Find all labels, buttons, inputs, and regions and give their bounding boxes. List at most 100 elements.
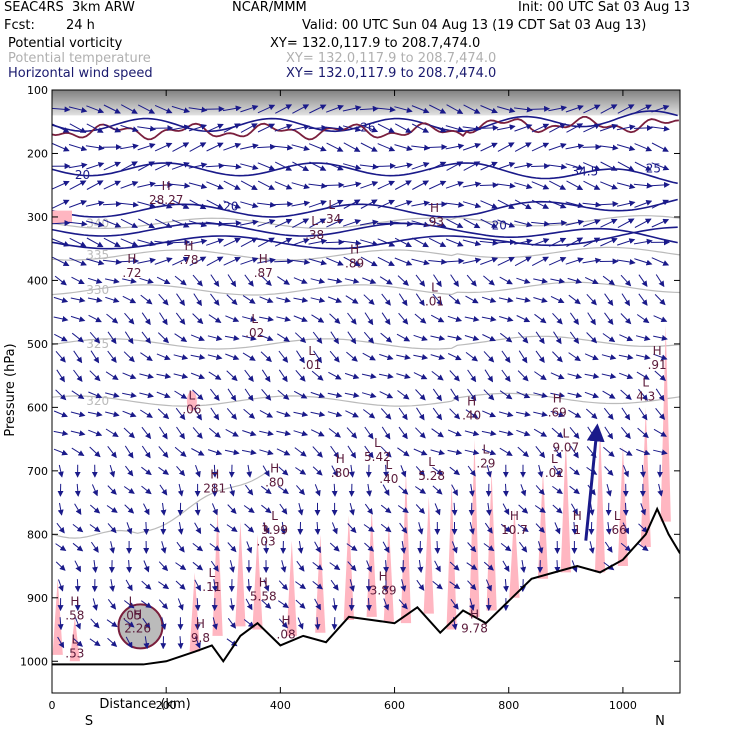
wind-vector bbox=[362, 277, 377, 284]
wind-vector bbox=[142, 618, 151, 629]
wind-vector bbox=[411, 144, 431, 151]
extremum-value: 281 bbox=[203, 482, 226, 496]
wind-vector bbox=[516, 277, 531, 284]
wind-vector bbox=[549, 180, 567, 190]
wind-vector bbox=[172, 219, 190, 228]
wind-vector bbox=[520, 560, 527, 573]
wind-vector bbox=[343, 219, 362, 227]
wind-vector bbox=[175, 407, 186, 421]
wind-vector bbox=[225, 428, 239, 437]
wind-vector bbox=[275, 104, 293, 114]
wind-vector bbox=[571, 521, 578, 535]
wind-vector bbox=[481, 315, 497, 322]
wind-vector bbox=[74, 579, 81, 593]
wind-vector bbox=[159, 484, 168, 496]
wind-vector bbox=[482, 410, 497, 418]
wind-vector bbox=[398, 293, 408, 307]
wind-vector bbox=[310, 297, 326, 303]
wind-vector bbox=[188, 182, 208, 190]
wind-vector bbox=[192, 313, 204, 325]
wind-vector bbox=[122, 392, 137, 399]
wind-vector bbox=[109, 579, 116, 592]
wind-vector bbox=[499, 316, 514, 322]
wind-vector bbox=[159, 426, 168, 440]
wind-vector bbox=[124, 331, 134, 345]
wind-vector bbox=[550, 392, 566, 399]
extremum-type: H bbox=[350, 242, 359, 256]
wind-vector bbox=[226, 294, 238, 306]
wind-vector bbox=[242, 352, 256, 361]
extremum-type: L bbox=[189, 388, 196, 402]
wind-vector bbox=[103, 180, 122, 190]
wind-vector bbox=[481, 296, 497, 303]
wind-vector bbox=[514, 182, 533, 190]
extremum-value: 2.26 bbox=[124, 621, 151, 635]
wind-vector bbox=[582, 219, 601, 227]
wind-vector bbox=[434, 560, 441, 573]
extremum-value: 9.78 bbox=[461, 621, 488, 635]
wind-vector bbox=[343, 199, 361, 209]
wind-vector bbox=[651, 199, 669, 209]
wind-vector bbox=[515, 296, 531, 303]
wind-vector bbox=[53, 315, 69, 322]
wind-vector bbox=[137, 181, 156, 188]
wind-vector bbox=[430, 449, 446, 456]
wind-vector bbox=[314, 521, 321, 535]
wind-vector bbox=[467, 465, 476, 477]
wind-vector bbox=[467, 369, 477, 383]
extremum-type: L bbox=[251, 312, 258, 326]
wind-vector bbox=[154, 200, 173, 209]
wind-vector bbox=[432, 407, 443, 421]
wind-vector bbox=[603, 446, 615, 458]
wind-vector bbox=[141, 600, 152, 609]
y-tick-label: 400 bbox=[27, 274, 48, 287]
wind-vector bbox=[123, 427, 135, 439]
wind-vector bbox=[88, 429, 103, 437]
wind-vector bbox=[599, 144, 619, 151]
wind-vector bbox=[278, 600, 290, 609]
wind-vector bbox=[550, 295, 565, 304]
wind-vector bbox=[120, 181, 139, 189]
wind-vector bbox=[428, 161, 447, 171]
wind-vector bbox=[599, 123, 619, 132]
wind-vector bbox=[172, 256, 190, 266]
wind-vector bbox=[158, 581, 170, 590]
wind-vector bbox=[447, 429, 462, 437]
wind-vector bbox=[534, 505, 546, 513]
wind-vector bbox=[171, 124, 191, 131]
wind-vector bbox=[327, 277, 343, 284]
strong-updraft-vector bbox=[584, 423, 605, 541]
wind-vector bbox=[141, 580, 152, 590]
wind-vector bbox=[602, 390, 616, 399]
extremum-value: 9.8 bbox=[191, 631, 210, 645]
wind-vector bbox=[462, 201, 482, 209]
wind-vector bbox=[294, 447, 307, 457]
wind-vector bbox=[274, 161, 293, 171]
wind-vector bbox=[274, 201, 294, 208]
wind-vector bbox=[120, 104, 138, 114]
wind-vector bbox=[381, 312, 391, 326]
wind-vector bbox=[657, 483, 664, 497]
wind-vector bbox=[480, 218, 498, 228]
wind-vector bbox=[71, 332, 84, 343]
wind-vector bbox=[141, 331, 151, 344]
wind-vector bbox=[189, 199, 207, 210]
wind-vector bbox=[260, 485, 272, 495]
wind-vector bbox=[587, 426, 596, 440]
wind-vector bbox=[378, 373, 394, 379]
wind-vector bbox=[604, 426, 614, 440]
wind-vector bbox=[377, 256, 395, 266]
wind-vector bbox=[569, 426, 580, 439]
wind-vector bbox=[260, 275, 272, 286]
wind-vector bbox=[464, 430, 480, 437]
wind-vector bbox=[360, 239, 379, 247]
wind-vector bbox=[502, 560, 510, 573]
wind-vector bbox=[394, 106, 413, 113]
extremum-type: H bbox=[430, 201, 439, 215]
wind-vector bbox=[514, 106, 533, 113]
wind-vector bbox=[74, 483, 81, 497]
wind-vector bbox=[638, 523, 648, 533]
wind-vector bbox=[480, 257, 499, 265]
wind-vector bbox=[535, 485, 545, 496]
wind-vector bbox=[347, 312, 357, 325]
